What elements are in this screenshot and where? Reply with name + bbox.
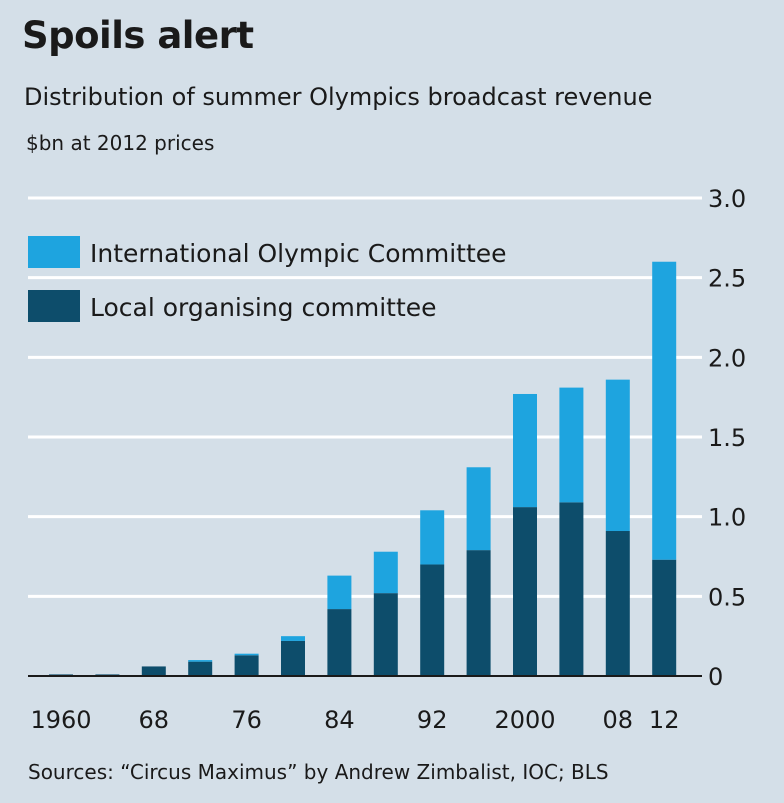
legend: International Olympic Committee Local org… <box>28 236 507 322</box>
x-tick-label: 08 <box>603 706 634 734</box>
x-tick-label: 68 <box>139 706 170 734</box>
bar-ioc-2004 <box>559 387 584 503</box>
y-tick-label: 2.0 <box>708 344 746 372</box>
x-tick-label: 2000 <box>494 706 555 734</box>
y-tick-label: 2.5 <box>708 265 746 293</box>
bar-ioc-2012 <box>652 261 677 560</box>
bar-ioc-1992 <box>420 510 445 565</box>
legend-label: Local organising committee <box>90 293 437 322</box>
x-axis-ticks: 1960 68 76 84 92 2000 08 12 <box>30 706 679 734</box>
chart-subtitle: Distribution of summer Olympics broadcas… <box>24 83 653 111</box>
x-tick-label: 1960 <box>30 706 91 734</box>
bar-ioc-1996 <box>466 467 491 551</box>
bar-ioc-1988 <box>373 551 398 594</box>
bar-local-1988 <box>373 593 398 676</box>
y-tick-label: 0.5 <box>708 583 746 611</box>
y-tick-label: 1.5 <box>708 424 746 452</box>
bar-local-1980 <box>281 640 305 676</box>
y-tick-label: 3.0 <box>708 185 746 213</box>
chart-title: Spoils alert <box>22 14 254 57</box>
x-tick-label: 76 <box>231 706 262 734</box>
x-tick-label: 84 <box>324 706 355 734</box>
legend-label: International Olympic Committee <box>90 239 507 268</box>
y-tick-label: 0 <box>708 663 723 691</box>
bar-local-2012 <box>652 559 677 676</box>
bar-ioc-2008 <box>605 379 630 532</box>
y-tick-label: 1.0 <box>708 504 746 532</box>
legend-swatch <box>28 290 80 322</box>
bar-ioc-2000 <box>513 393 537 508</box>
x-tick-label: 92 <box>417 706 448 734</box>
bar-ioc-1984 <box>327 575 352 610</box>
bar-local-1992 <box>420 564 445 676</box>
bars <box>49 261 677 676</box>
source-note: Sources: “Circus Maximus” by Andrew Zimb… <box>28 760 609 784</box>
bar-ioc-1972 <box>188 660 213 662</box>
bar-local-1984 <box>327 609 352 676</box>
y-axis-ticks: 0 0.5 1.0 1.5 2.0 2.5 3.0 <box>708 185 746 691</box>
bar-local-2000 <box>513 507 537 676</box>
legend-swatch <box>28 236 80 268</box>
bar-local-1996 <box>466 550 491 676</box>
bar-local-2008 <box>605 531 630 676</box>
bar-local-1972 <box>188 661 213 676</box>
x-tick-label: 12 <box>649 706 680 734</box>
bar-ioc-1980 <box>281 636 305 641</box>
chart-unit-label: $bn at 2012 prices <box>26 131 215 155</box>
gridlines <box>28 196 702 598</box>
bar-local-1968 <box>141 666 166 676</box>
bar-ioc-1976 <box>234 653 259 656</box>
bar-local-1976 <box>234 655 259 676</box>
bar-local-2004 <box>559 502 584 676</box>
